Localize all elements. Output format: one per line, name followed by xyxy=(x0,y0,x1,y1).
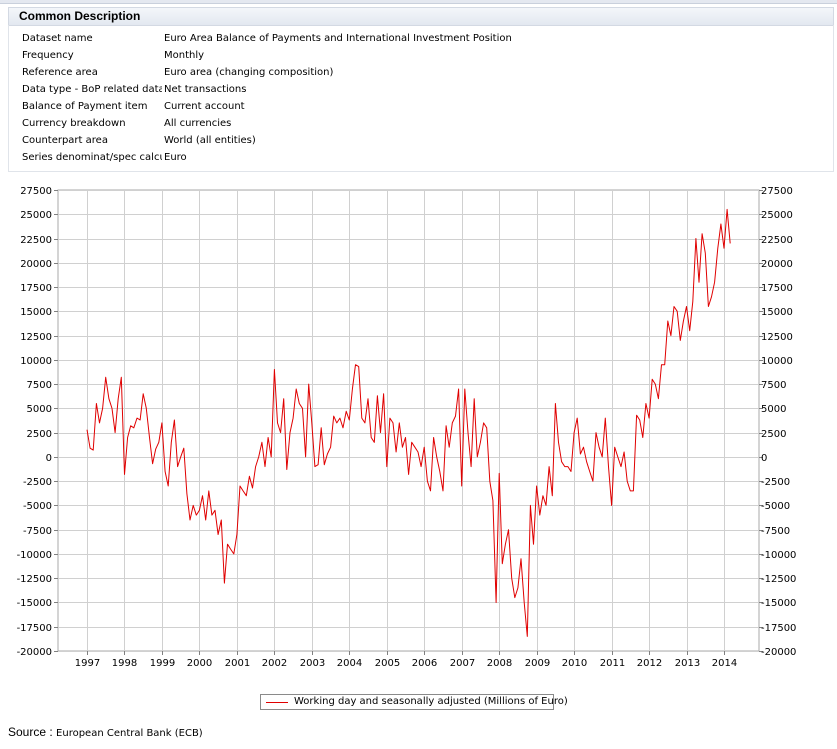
x-tick-label: 2014 xyxy=(712,658,737,669)
y-tick-label: -2500 xyxy=(23,477,52,488)
row-label: Dataset name xyxy=(22,33,93,44)
y-tick-label-right: -20000 xyxy=(761,647,796,658)
row-label: Currency breakdown xyxy=(22,118,126,129)
series-layer xyxy=(86,208,731,637)
y-tick-label-right: 22500 xyxy=(761,235,793,246)
row-value: Current account xyxy=(164,101,245,112)
x-tick-label: 2000 xyxy=(187,658,212,669)
row-label: Counterpart area xyxy=(22,135,108,146)
x-tick-label: 2003 xyxy=(300,658,325,669)
y-tick-label: -20000 xyxy=(17,647,52,658)
series-line-0 xyxy=(86,208,731,637)
x-tick-label: 2012 xyxy=(637,658,662,669)
y-tick-label-right: 27500 xyxy=(761,186,793,197)
x-tick-label: 2005 xyxy=(375,658,400,669)
row-label: Series denominat/spec calcul xyxy=(22,152,162,163)
y-tick-label: 12500 xyxy=(20,332,52,343)
y-tick-label: 5000 xyxy=(27,404,52,415)
x-tick-label: 2001 xyxy=(225,658,250,669)
y-tick-label-right: 20000 xyxy=(761,259,793,270)
y-tick-label: 10000 xyxy=(20,356,52,367)
x-tick-label: 2008 xyxy=(487,658,512,669)
x-tick-label: 1997 xyxy=(75,658,100,669)
common-description-header: Common Description xyxy=(8,7,834,26)
x-tick-label: 2013 xyxy=(675,658,700,669)
y-tick-label-right: 0 xyxy=(761,453,767,464)
y-tick-label-right: 15000 xyxy=(761,307,793,318)
y-tick-label: -15000 xyxy=(17,598,52,609)
y-tick-label-right: 10000 xyxy=(761,356,793,367)
x-tick-label: 1999 xyxy=(150,658,175,669)
row-label: Data type - BoP related data xyxy=(22,84,162,95)
row-value: Euro xyxy=(164,152,187,163)
y-tick-label: 17500 xyxy=(20,283,52,294)
y-tick-label: -17500 xyxy=(17,623,52,634)
y-tick-label-right: -10000 xyxy=(761,550,796,561)
y-tick-label: 22500 xyxy=(20,235,52,246)
row-label: Balance of Payment item xyxy=(22,101,148,112)
x-tick-label: 2007 xyxy=(450,658,475,669)
y-tick-label-right: 17500 xyxy=(761,283,793,294)
y-tick-label: -10000 xyxy=(17,550,52,561)
row-value: All currencies xyxy=(164,118,232,129)
x-tick-label: 2006 xyxy=(412,658,437,669)
legend-label: Working day and seasonally adjusted (Mil… xyxy=(294,696,568,707)
legend-line-swatch xyxy=(266,702,288,703)
x-tick-label: 1998 xyxy=(112,658,137,669)
grid-layer xyxy=(58,190,759,652)
y-tick-label: 25000 xyxy=(20,210,52,221)
y-tick-label-right: -5000 xyxy=(761,501,790,512)
top-border xyxy=(0,0,837,4)
row-value: Monthly xyxy=(164,50,205,61)
y-tick-label: 15000 xyxy=(20,307,52,318)
description-panel xyxy=(8,25,834,172)
x-tick-label: 2004 xyxy=(337,658,362,669)
y-tick-label: 2500 xyxy=(27,429,52,440)
y-tick-label-right: -15000 xyxy=(761,598,796,609)
chart-legend: Working day and seasonally adjusted (Mil… xyxy=(260,694,568,710)
x-tick-label: 2002 xyxy=(262,658,287,669)
row-label: Reference area xyxy=(22,67,98,78)
row-value: Euro area (changing composition) xyxy=(164,67,334,78)
row-label: Frequency xyxy=(22,50,74,61)
y-tick-label-right: -7500 xyxy=(761,526,790,537)
y-tick-label-right: -12500 xyxy=(761,574,796,585)
x-tick-label: 2011 xyxy=(600,658,625,669)
x-tick-label: 2010 xyxy=(562,658,587,669)
y-tick-label-right: -17500 xyxy=(761,623,796,634)
y-tick-label-right: 7500 xyxy=(761,380,786,391)
source-label: Source : xyxy=(8,725,53,739)
source-note: Source : European Central Bank (ECB) xyxy=(8,725,203,739)
row-value: Euro Area Balance of Payments and Intern… xyxy=(164,33,512,44)
y-tick-label: -12500 xyxy=(17,574,52,585)
y-tick-label: 7500 xyxy=(27,380,52,391)
y-tick-label-right: 2500 xyxy=(761,429,786,440)
y-tick-label: -7500 xyxy=(23,526,52,537)
y-tick-label: 20000 xyxy=(20,259,52,270)
y-tick-label-right: 12500 xyxy=(761,332,793,343)
y-tick-label-right: 25000 xyxy=(761,210,793,221)
y-tick-label: 0 xyxy=(46,453,52,464)
x-tick-label: 2009 xyxy=(525,658,550,669)
y-tick-label-right: -2500 xyxy=(761,477,790,488)
row-value: World (all entities) xyxy=(164,135,256,146)
y-tick-label: 27500 xyxy=(20,186,52,197)
y-tick-label: -5000 xyxy=(23,501,52,512)
panel-title: Common Description xyxy=(19,9,141,23)
plot-area xyxy=(57,189,760,652)
y-tick-label-right: 5000 xyxy=(761,404,786,415)
row-value: Net transactions xyxy=(164,84,247,95)
source-value: European Central Bank (ECB) xyxy=(56,728,203,739)
